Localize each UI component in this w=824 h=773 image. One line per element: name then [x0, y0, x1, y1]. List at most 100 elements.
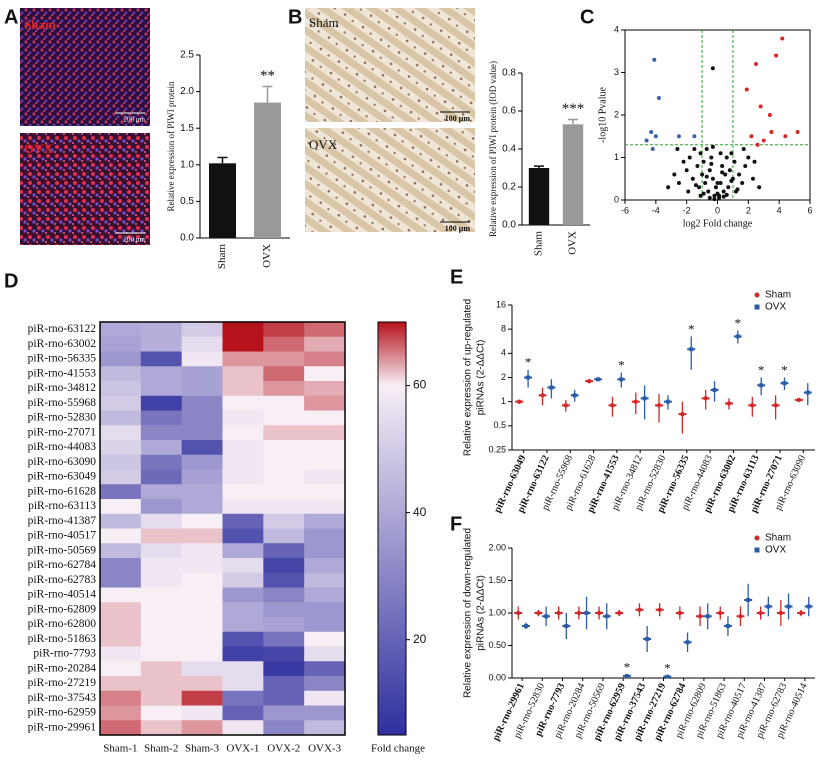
heat-cell [222, 484, 264, 500]
heat-cell [100, 690, 142, 706]
row-label: piR-rno-37543 [28, 692, 97, 704]
point [759, 383, 764, 388]
heat-cell [222, 720, 264, 736]
y-tick-label: 1.00 [488, 607, 506, 617]
heat-cell [140, 646, 183, 662]
point [604, 614, 609, 619]
heat-cell [140, 513, 183, 529]
heat-cell [222, 528, 264, 544]
heat-cell [100, 513, 142, 529]
y-tick-label: 0 [614, 194, 619, 204]
legend-marker [754, 292, 760, 298]
heat-cell [304, 676, 346, 692]
image-label: Sham [309, 15, 339, 30]
panel-label: A [4, 6, 18, 28]
point [576, 610, 582, 616]
point [726, 185, 731, 190]
point [610, 403, 615, 408]
heat-cell [304, 528, 346, 544]
row-label: piR-rno-62783 [28, 574, 97, 586]
heat-cell [304, 572, 346, 588]
heat-cell [140, 543, 183, 559]
heat-cell [100, 587, 142, 603]
scale-label: 100 μm [445, 114, 471, 123]
y-tick-label: 1 [614, 152, 619, 162]
significance: *** [562, 101, 585, 117]
heat-cell [181, 425, 223, 441]
heat-cell [100, 366, 142, 382]
point [657, 607, 662, 612]
heat-cell [263, 661, 305, 677]
bar [209, 163, 236, 238]
heat-cell [222, 425, 264, 441]
row-label: piR-rno-50569 [28, 544, 97, 556]
heat-cell [304, 395, 346, 411]
heat-cell [140, 528, 183, 544]
point [715, 181, 720, 185]
row-label: piR-rno-41553 [28, 367, 97, 379]
point [754, 62, 759, 66]
heat-cell [263, 705, 305, 721]
heat-cell [304, 587, 346, 603]
row-label: piR-rno-62800 [28, 618, 97, 630]
heat-cell [140, 484, 183, 500]
heat-cell [140, 381, 183, 397]
row-label: piR-rno-62809 [28, 603, 97, 615]
y-tick-label: 2.0 [180, 86, 194, 97]
y-axis-label: Relative expression of PIWI protein (IOD… [488, 61, 498, 237]
heat-cell [222, 676, 264, 692]
point [544, 614, 549, 619]
y-tick-label: 0.0 [180, 233, 194, 244]
point [564, 624, 569, 628]
significance: * [624, 660, 631, 675]
point [692, 134, 697, 139]
bar [254, 102, 281, 238]
point [650, 147, 655, 151]
point [675, 147, 680, 151]
point [690, 176, 695, 181]
point [695, 164, 700, 168]
point [642, 396, 647, 401]
point [750, 176, 755, 181]
heat-cell [140, 572, 183, 588]
point [680, 411, 685, 417]
x-tick-label: 0 [715, 205, 720, 215]
heat-cell [100, 558, 142, 574]
x-tick-label: 2 [746, 205, 751, 215]
point [700, 172, 705, 177]
heat-cell [181, 661, 223, 677]
x-tick-label: -4 [652, 205, 660, 215]
colorbar-label: Fold change [371, 743, 425, 755]
bar [528, 168, 550, 225]
heat-cell [222, 366, 264, 382]
x-tick-label: -2 [683, 205, 691, 215]
point [697, 185, 701, 190]
colorbar-tick-label: 60 [413, 378, 427, 392]
heat-cell [222, 469, 264, 485]
heat-cell [140, 631, 183, 647]
point [633, 399, 638, 404]
heat-cell [181, 572, 223, 588]
heat-cell [263, 395, 305, 411]
point [758, 104, 763, 109]
heat-cell [263, 469, 305, 485]
point [703, 396, 708, 401]
heat-cell [222, 661, 264, 677]
heat-cell [304, 454, 346, 470]
row-label: piR-rno-29961 [28, 721, 97, 733]
point [644, 138, 649, 143]
significance: * [781, 362, 788, 377]
heat-cell [181, 676, 223, 692]
colorbar-tick-label: 40 [413, 505, 427, 519]
row-label: piR-rno-27219 [28, 677, 97, 689]
heat-cell [304, 558, 346, 574]
heat-cell [263, 720, 305, 736]
point [805, 390, 810, 395]
heat-cell [263, 558, 305, 574]
heat-cell [263, 572, 305, 588]
heat-cell [263, 484, 305, 500]
row-label: piR-rno-41387 [28, 515, 97, 527]
heat-cell [100, 351, 142, 367]
heat-cell [304, 690, 346, 706]
point [596, 610, 602, 616]
